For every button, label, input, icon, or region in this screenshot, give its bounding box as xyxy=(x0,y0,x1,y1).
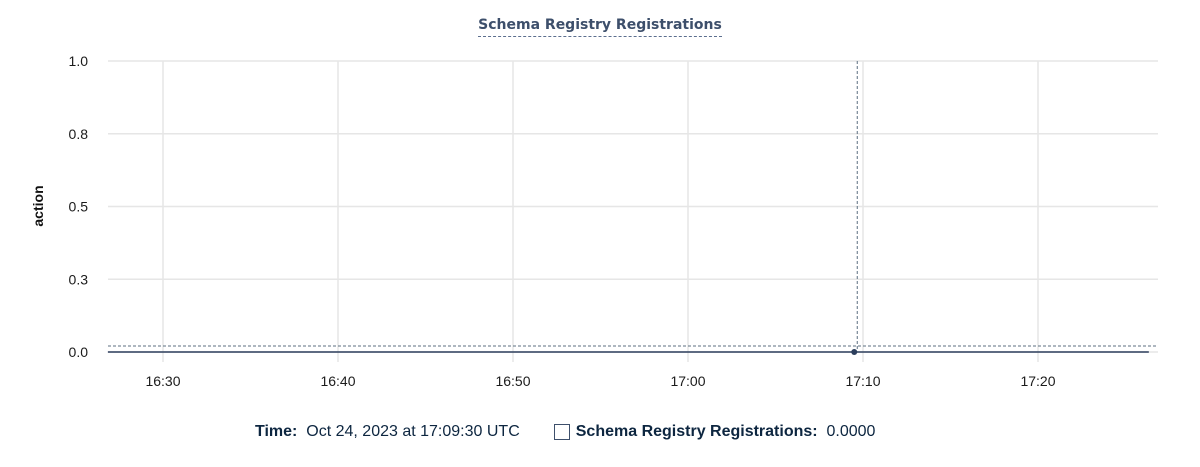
series-label: Schema Registry Registrations: xyxy=(575,423,818,440)
y-tick-label: 0.0 xyxy=(69,344,89,360)
x-tick-label: 17:20 xyxy=(1020,373,1055,389)
y-tick-label: 0.5 xyxy=(69,199,89,215)
y-tick-label: 0.3 xyxy=(69,271,89,287)
x-tick-label: 17:00 xyxy=(670,373,705,389)
x-tick-label: 16:40 xyxy=(320,373,355,389)
series-toggle-checkbox[interactable] xyxy=(553,424,570,440)
series-value: 0.0000 xyxy=(826,423,876,440)
y-axis-label: action xyxy=(30,185,46,226)
x-tick-label: 17:10 xyxy=(845,373,880,389)
y-tick-label: 0.8 xyxy=(69,126,89,142)
x-tick-label: 16:50 xyxy=(495,373,530,389)
chart-plot: 0.0 0.3 0.5 0.8 1.0 16:30 16:40 16:50 17:00 17:10… xyxy=(30,53,1158,389)
chart-title: Schema Registry Registrations xyxy=(0,16,1200,37)
time-value: Oct 24, 2023 at 17:09:30 UTC xyxy=(306,423,520,440)
hover-legend: Time: Oct 24, 2023 at 17:09:30 UTC Schem… xyxy=(255,423,875,441)
x-tick-label: 16:30 xyxy=(145,373,180,389)
y-tick-label: 1.0 xyxy=(69,53,89,69)
hover-data-point xyxy=(851,349,858,355)
time-label: Time: xyxy=(255,423,298,440)
